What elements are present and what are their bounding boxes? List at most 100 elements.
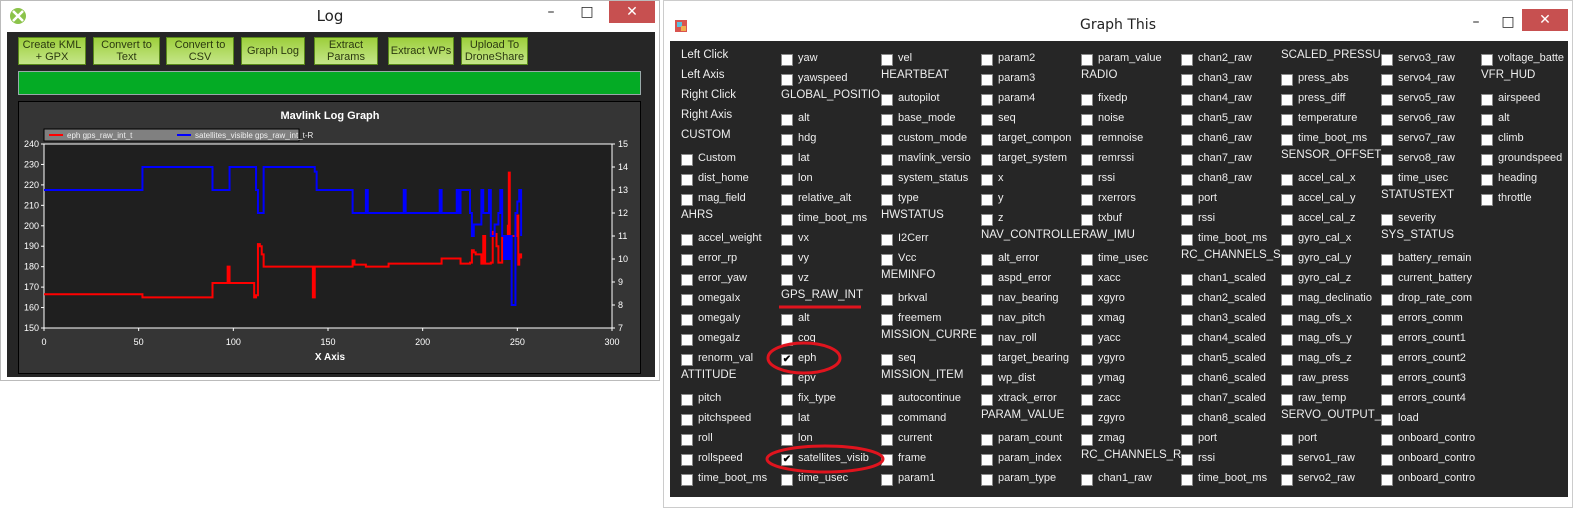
field-system-status[interactable]: system_status — [881, 169, 968, 187]
field-heading[interactable]: heading — [1481, 169, 1537, 187]
checkbox-mag-field[interactable] — [681, 193, 693, 206]
checkbox-y[interactable] — [981, 193, 993, 206]
checkbox-errors-count2[interactable] — [1381, 353, 1393, 366]
field-autocontinue[interactable]: autocontinue — [881, 389, 961, 407]
checkbox-mag-ofs-x[interactable] — [1281, 313, 1293, 326]
maximize-button[interactable]: □ — [580, 4, 594, 20]
field-time-boot-ms[interactable]: time_boot_ms — [781, 209, 867, 227]
checkbox-battery-remain[interactable] — [1381, 253, 1393, 266]
field-lon[interactable]: lon — [781, 429, 813, 447]
field-onboard-contro[interactable]: onboard_contro — [1381, 449, 1475, 467]
checkbox-accel-weight[interactable] — [681, 233, 693, 246]
checkbox-param-index[interactable] — [981, 453, 993, 466]
checkbox-xtrack-error[interactable] — [981, 393, 993, 406]
field-nav-pitch[interactable]: nav_pitch — [981, 309, 1045, 327]
checkbox-vcc[interactable] — [881, 253, 893, 266]
checkbox-gyro-cal-z[interactable] — [1281, 273, 1293, 286]
field-lat[interactable]: lat — [781, 409, 810, 427]
checkbox-accel-cal-x[interactable] — [1281, 173, 1293, 186]
button-extract-params[interactable]: Extract Params — [314, 37, 378, 65]
button-upload-to-droneshare[interactable]: Upload To DroneShare — [461, 37, 528, 65]
checkbox-txbuf[interactable] — [1081, 213, 1093, 226]
field-press-diff[interactable]: press_diff — [1281, 89, 1346, 107]
field-target-compon[interactable]: target_compon — [981, 129, 1071, 147]
checkbox-error-rp[interactable] — [681, 253, 693, 266]
close-button[interactable]: ✕ — [1522, 9, 1568, 31]
field-errors-count4[interactable]: errors_count4 — [1381, 389, 1466, 407]
checkbox-param4[interactable] — [981, 93, 993, 106]
checkbox-chan1-scaled[interactable] — [1181, 273, 1193, 286]
field-voltage-batte[interactable]: voltage_batte — [1481, 49, 1564, 67]
field-remrssi[interactable]: remrssi — [1081, 149, 1134, 167]
field-chan6-raw[interactable]: chan6_raw — [1181, 129, 1252, 147]
checkbox-param-count[interactable] — [981, 433, 993, 446]
field-vcc[interactable]: Vcc — [881, 249, 916, 267]
checkbox-noise[interactable] — [1081, 113, 1093, 126]
field-i2cerr[interactable]: I2Cerr — [881, 229, 929, 247]
field-time-boot-ms[interactable]: time_boot_ms — [1281, 129, 1367, 147]
checkbox-servo2-raw[interactable] — [1281, 473, 1293, 486]
checkbox-freemem[interactable] — [881, 313, 893, 326]
checkbox-aspd-error[interactable] — [981, 273, 993, 286]
field-chan6-scaled[interactable]: chan6_scaled — [1181, 369, 1266, 387]
checkbox-chan7-raw[interactable] — [1181, 153, 1193, 166]
checkbox-chan5-raw[interactable] — [1181, 113, 1193, 126]
field-command[interactable]: command — [881, 409, 946, 427]
checkbox-i2cerr[interactable] — [881, 233, 893, 246]
checkbox-accel-cal-z[interactable] — [1281, 213, 1293, 226]
field-chan3-scaled[interactable]: chan3_scaled — [1181, 309, 1266, 327]
checkbox-autocontinue[interactable] — [881, 393, 893, 406]
checkbox-chan6-scaled[interactable] — [1181, 373, 1193, 386]
checkbox-frame[interactable] — [881, 453, 893, 466]
checkbox-port[interactable] — [1181, 193, 1193, 206]
field-epv[interactable]: epv — [781, 369, 816, 387]
checkbox-zmag[interactable] — [1081, 433, 1093, 446]
checkbox-press-diff[interactable] — [1281, 93, 1293, 106]
field-seq[interactable]: seq — [881, 349, 916, 367]
field-servo7-raw[interactable]: servo7_raw — [1381, 129, 1455, 147]
checkbox-raw-temp[interactable] — [1281, 393, 1293, 406]
maximize-button[interactable]: □ — [1501, 14, 1515, 30]
field-z[interactable]: z — [981, 209, 1004, 227]
field-hdg[interactable]: hdg — [781, 129, 816, 147]
checkbox-chan8-raw[interactable] — [1181, 173, 1193, 186]
checkbox-vz[interactable] — [781, 273, 793, 286]
field-vel[interactable]: vel — [881, 49, 912, 67]
field-zacc[interactable]: zacc — [1081, 389, 1121, 407]
checkbox-command[interactable] — [881, 413, 893, 426]
checkbox-remnoise[interactable] — [1081, 133, 1093, 146]
checkbox-param2[interactable] — [981, 53, 993, 66]
field-param-value[interactable]: param_value — [1081, 49, 1162, 67]
field-chan4-raw[interactable]: chan4_raw — [1181, 89, 1252, 107]
field-relative-alt[interactable]: relative_alt — [781, 189, 851, 207]
field-vx[interactable]: vx — [781, 229, 809, 247]
field-fixedp[interactable]: fixedp — [1081, 89, 1127, 107]
checkbox-param-value[interactable] — [1081, 53, 1093, 66]
checkbox-param-type[interactable] — [981, 473, 993, 486]
checkbox-voltage-batte[interactable] — [1481, 53, 1493, 66]
field-servo5-raw[interactable]: servo5_raw — [1381, 89, 1455, 107]
checkbox-chan6-raw[interactable] — [1181, 133, 1193, 146]
checkbox-pitchspeed[interactable] — [681, 413, 693, 426]
field-port[interactable]: port — [1281, 429, 1317, 447]
checkbox-remrssi[interactable] — [1081, 153, 1093, 166]
field-chan2-raw[interactable]: chan2_raw — [1181, 49, 1252, 67]
field-chan5-scaled[interactable]: chan5_scaled — [1181, 349, 1266, 367]
checkbox-mag-declinatio[interactable] — [1281, 293, 1293, 306]
checkbox-custom[interactable] — [681, 153, 693, 166]
field-pitch[interactable]: pitch — [681, 389, 721, 407]
field-dist-home[interactable]: dist_home — [681, 169, 749, 187]
field-omegaiy[interactable]: omegaIy — [681, 309, 740, 327]
field-chan7-raw[interactable]: chan7_raw — [1181, 149, 1252, 167]
field-error-rp[interactable]: error_rp — [681, 249, 737, 267]
field-rxerrors[interactable]: rxerrors — [1081, 189, 1136, 207]
field-raw-temp[interactable]: raw_temp — [1281, 389, 1346, 407]
checkbox-chan3-raw[interactable] — [1181, 73, 1193, 86]
checkbox-onboard-contro[interactable] — [1381, 433, 1393, 446]
checkbox-accel-cal-y[interactable] — [1281, 193, 1293, 206]
checkbox-chan1-raw[interactable] — [1081, 473, 1093, 486]
checkbox-port[interactable] — [1181, 433, 1193, 446]
field-vz[interactable]: vz — [781, 269, 809, 287]
field-servo2-raw[interactable]: servo2_raw — [1281, 469, 1355, 487]
field-time-usec[interactable]: time_usec — [781, 469, 848, 487]
